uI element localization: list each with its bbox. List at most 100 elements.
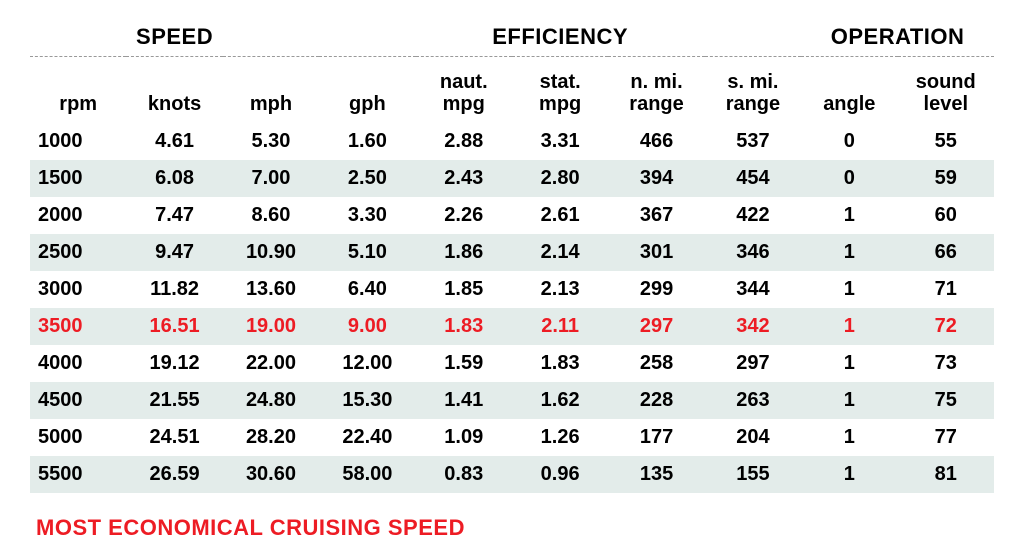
table-row: 25009.4710.905.101.862.14301346166 bbox=[30, 234, 994, 271]
table-cell: 0 bbox=[801, 123, 897, 160]
table-cell: 1 bbox=[801, 308, 897, 345]
table-cell: 13.60 bbox=[223, 271, 319, 308]
table-cell: 2.50 bbox=[319, 160, 415, 197]
table-body: 10004.615.301.602.883.3146653705515006.0… bbox=[30, 123, 994, 493]
table-cell: 367 bbox=[608, 197, 704, 234]
column-header: mph bbox=[223, 57, 319, 124]
table-cell: 466 bbox=[608, 123, 704, 160]
table-cell: 0 bbox=[801, 160, 897, 197]
table-cell: 24.51 bbox=[126, 419, 222, 456]
table-cell: 3.31 bbox=[512, 123, 608, 160]
table-row: 400019.1222.0012.001.591.83258297173 bbox=[30, 345, 994, 382]
table-cell: 297 bbox=[608, 308, 704, 345]
table-cell: 1.86 bbox=[416, 234, 512, 271]
table-cell: 28.20 bbox=[223, 419, 319, 456]
column-header: s. mi.range bbox=[705, 57, 801, 124]
table-cell: 1.09 bbox=[416, 419, 512, 456]
table-cell: 1 bbox=[801, 345, 897, 382]
table-cell: 30.60 bbox=[223, 456, 319, 493]
table-cell: 9.47 bbox=[126, 234, 222, 271]
table-row: 10004.615.301.602.883.31466537055 bbox=[30, 123, 994, 160]
table-cell: 9.00 bbox=[319, 308, 415, 345]
table-cell: 394 bbox=[608, 160, 704, 197]
column-header: knots bbox=[126, 57, 222, 124]
table-cell: 75 bbox=[898, 382, 994, 419]
table-cell: 22.40 bbox=[319, 419, 415, 456]
table-cell: 12.00 bbox=[319, 345, 415, 382]
table-cell: 10.90 bbox=[223, 234, 319, 271]
table-cell: 1.60 bbox=[319, 123, 415, 160]
table-cell: 2.11 bbox=[512, 308, 608, 345]
table-cell: 19.12 bbox=[126, 345, 222, 382]
table-cell: 3500 bbox=[30, 308, 126, 345]
table-cell: 19.00 bbox=[223, 308, 319, 345]
table-cell: 3.30 bbox=[319, 197, 415, 234]
table-cell: 263 bbox=[705, 382, 801, 419]
table-cell: 81 bbox=[898, 456, 994, 493]
section-header: SPEED bbox=[30, 20, 319, 57]
table-cell: 2000 bbox=[30, 197, 126, 234]
table-cell: 155 bbox=[705, 456, 801, 493]
table-cell: 1 bbox=[801, 382, 897, 419]
column-header: naut.mpg bbox=[416, 57, 512, 124]
table-cell: 1000 bbox=[30, 123, 126, 160]
table-cell: 1 bbox=[801, 419, 897, 456]
table-cell: 1500 bbox=[30, 160, 126, 197]
column-header: n. mi.range bbox=[608, 57, 704, 124]
table-cell: 1.83 bbox=[416, 308, 512, 345]
table-cell: 24.80 bbox=[223, 382, 319, 419]
table-cell: 2500 bbox=[30, 234, 126, 271]
table-cell: 1.41 bbox=[416, 382, 512, 419]
table-cell: 6.40 bbox=[319, 271, 415, 308]
table-cell: 21.55 bbox=[126, 382, 222, 419]
table-cell: 258 bbox=[608, 345, 704, 382]
table-cell: 3000 bbox=[30, 271, 126, 308]
table-cell: 2.26 bbox=[416, 197, 512, 234]
table-cell: 4000 bbox=[30, 345, 126, 382]
table-cell: 5.10 bbox=[319, 234, 415, 271]
table-cell: 15.30 bbox=[319, 382, 415, 419]
table-cell: 177 bbox=[608, 419, 704, 456]
table-cell: 71 bbox=[898, 271, 994, 308]
table-cell: 5500 bbox=[30, 456, 126, 493]
table-cell: 1.59 bbox=[416, 345, 512, 382]
table-cell: 0.83 bbox=[416, 456, 512, 493]
table-cell: 2.13 bbox=[512, 271, 608, 308]
table-row: 20007.478.603.302.262.61367422160 bbox=[30, 197, 994, 234]
table-cell: 135 bbox=[608, 456, 704, 493]
table-cell: 2.14 bbox=[512, 234, 608, 271]
table-row: 300011.8213.606.401.852.13299344171 bbox=[30, 271, 994, 308]
table-cell: 1.62 bbox=[512, 382, 608, 419]
table-cell: 2.88 bbox=[416, 123, 512, 160]
table-cell: 1.83 bbox=[512, 345, 608, 382]
table-cell: 1.26 bbox=[512, 419, 608, 456]
section-header: OPERATION bbox=[801, 20, 994, 57]
table-cell: 11.82 bbox=[126, 271, 222, 308]
table-cell: 2.43 bbox=[416, 160, 512, 197]
table-cell: 537 bbox=[705, 123, 801, 160]
table-cell: 2.80 bbox=[512, 160, 608, 197]
table-cell: 1 bbox=[801, 197, 897, 234]
table-cell: 342 bbox=[705, 308, 801, 345]
table-cell: 204 bbox=[705, 419, 801, 456]
table-cell: 0.96 bbox=[512, 456, 608, 493]
table-cell: 8.60 bbox=[223, 197, 319, 234]
table-cell: 6.08 bbox=[126, 160, 222, 197]
column-header: angle bbox=[801, 57, 897, 124]
table-cell: 58.00 bbox=[319, 456, 415, 493]
table-cell: 5000 bbox=[30, 419, 126, 456]
table-cell: 2.61 bbox=[512, 197, 608, 234]
column-header: gph bbox=[319, 57, 415, 124]
table-cell: 26.59 bbox=[126, 456, 222, 493]
column-header: rpm bbox=[30, 57, 126, 124]
section-header-row: SPEEDEFFICIENCYOPERATION bbox=[30, 20, 994, 57]
table-row: 500024.5128.2022.401.091.26177204177 bbox=[30, 419, 994, 456]
table-cell: 73 bbox=[898, 345, 994, 382]
table-cell: 1 bbox=[801, 271, 897, 308]
table-cell: 66 bbox=[898, 234, 994, 271]
table-cell: 344 bbox=[705, 271, 801, 308]
table-cell: 60 bbox=[898, 197, 994, 234]
table-cell: 422 bbox=[705, 197, 801, 234]
table-cell: 4500 bbox=[30, 382, 126, 419]
table-cell: 72 bbox=[898, 308, 994, 345]
